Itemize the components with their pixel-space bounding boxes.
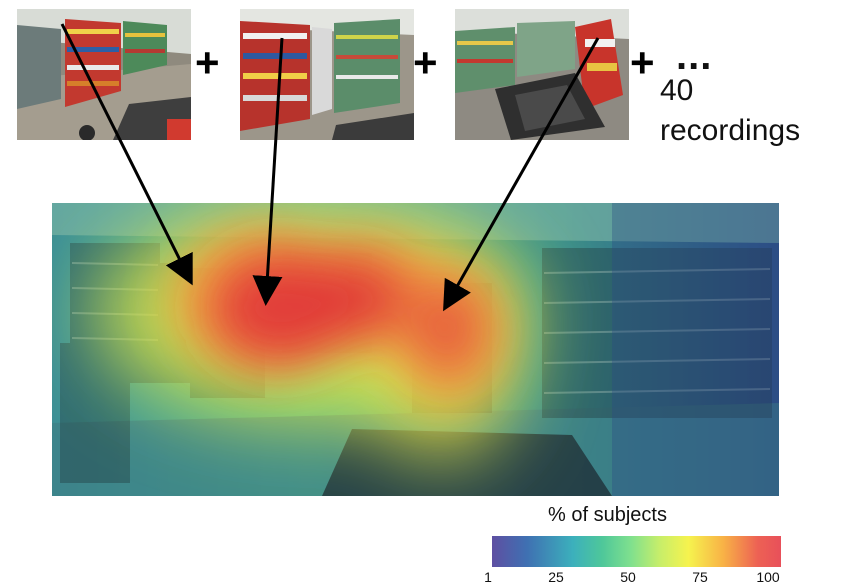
legend-tick: 100 <box>756 569 780 585</box>
plus-sign: + <box>630 39 655 86</box>
colorbar <box>492 536 781 567</box>
legend-tick: 75 <box>692 569 708 585</box>
legend-tick: 1 <box>484 569 492 585</box>
plus-sign: + <box>195 39 220 86</box>
recording-thumbnail-3 <box>455 9 629 140</box>
plus-sign: + <box>413 39 438 86</box>
legend-tick: 50 <box>620 569 636 585</box>
recordings-count: 40 <box>660 74 694 107</box>
recording-thumbnail-1 <box>17 9 191 140</box>
recordings-label: recordings <box>660 114 801 147</box>
recording-thumbnail-2 <box>240 9 414 140</box>
legend-tick: 25 <box>548 569 564 585</box>
panorama-heatmap <box>52 203 779 496</box>
legend-title: % of subjects <box>548 504 667 526</box>
ellipsis: ... <box>676 34 713 78</box>
